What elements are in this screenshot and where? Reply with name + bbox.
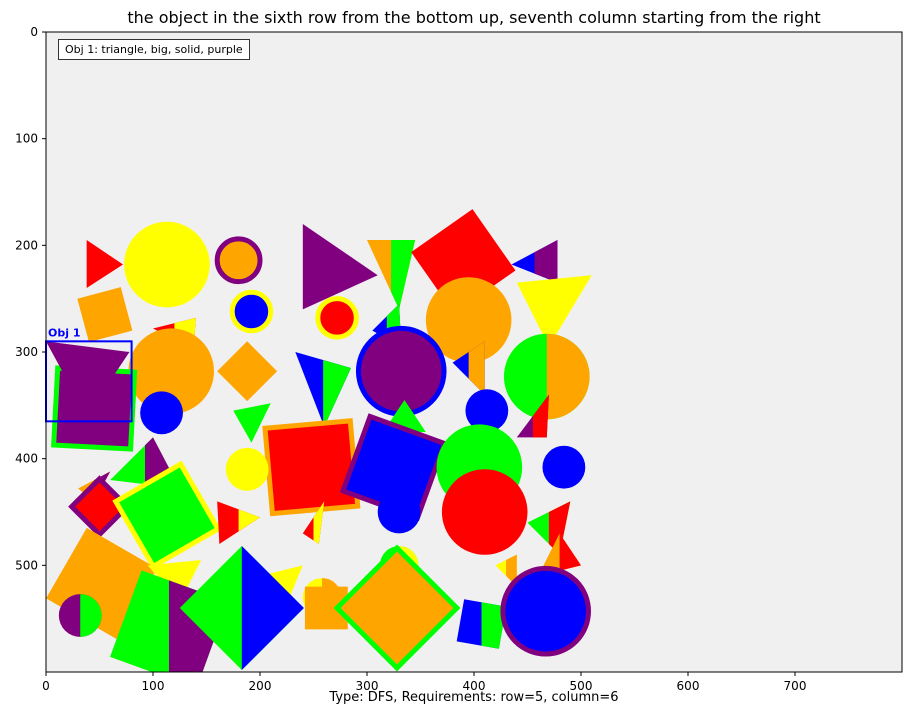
circle-mark-36 [377,490,421,534]
triangle-mark-40 [302,501,325,544]
ring-mark-54 [500,565,591,657]
triangle-mark-22 [46,341,130,416]
triangle-mark-24 [233,403,271,443]
diamond-mark-52 [333,544,461,672]
annotation-box: Obj 1: triangle, big, solid, purple [58,39,250,60]
triangle-mark-15 [516,275,592,347]
circle-mark-20 [503,333,590,420]
x-tick-label: 600 [677,679,700,693]
ring-mark-5 [229,289,274,334]
x-tick-label: 500 [570,679,593,693]
triangle-mark-47 [495,554,517,587]
circle-mark-32 [225,447,269,491]
x-tick-label: 100 [142,679,165,693]
triangle-mark-43 [147,560,202,603]
square-mark-53 [456,599,507,649]
circle-mark-1 [124,221,210,308]
triangle-mark-48 [538,533,581,576]
triangle-mark-9 [302,224,378,310]
circle-mark-55 [58,594,102,637]
y-tick-label: 200 [15,238,38,252]
x-tick-label: 700 [784,679,807,693]
triangle-mark-11 [367,240,416,310]
y-tick-label: 0 [30,25,38,39]
triangle-mark-13 [511,240,558,283]
diamond-mark-8 [217,341,278,402]
triangle-mark-25 [516,394,549,438]
ring-mark-10 [315,296,359,340]
circle-mark-31 [542,445,586,489]
square-mark-38 [112,460,222,570]
chart-caption: Type: DFS, Requirements: row=5, column=6 [329,690,619,705]
triangle-mark-39 [217,501,260,544]
square-mark-4 [77,287,133,343]
x-tick-label: 200 [249,679,272,693]
circle-mark-35 [441,469,528,555]
y-tick-label: 400 [15,452,38,466]
y-tick-label: 300 [15,345,38,359]
square-mark-28 [262,418,361,517]
square-mark-51 [304,586,348,630]
y-tick-label: 100 [15,132,38,146]
x-tick-label: 300 [356,679,379,693]
highlight-label: Obj 1 [48,326,80,339]
triangle-mark-3 [86,240,124,288]
chart-title: the object in the sixth row from the bot… [127,8,821,27]
circle-mark-23 [140,391,183,435]
y-tick-label: 500 [15,558,38,572]
circle-mark-14 [425,277,512,363]
x-tick-label: 400 [463,679,486,693]
circle-mark-7 [128,328,214,414]
triangle-mark-18 [295,352,351,427]
circle-mark-26 [465,389,509,433]
ring-mark-2 [214,236,263,285]
ring-mark-17 [355,325,447,417]
x-tick-label: 0 [42,679,50,693]
diamond-mark-50 [179,545,304,671]
triangle-mark-19 [452,341,485,395]
